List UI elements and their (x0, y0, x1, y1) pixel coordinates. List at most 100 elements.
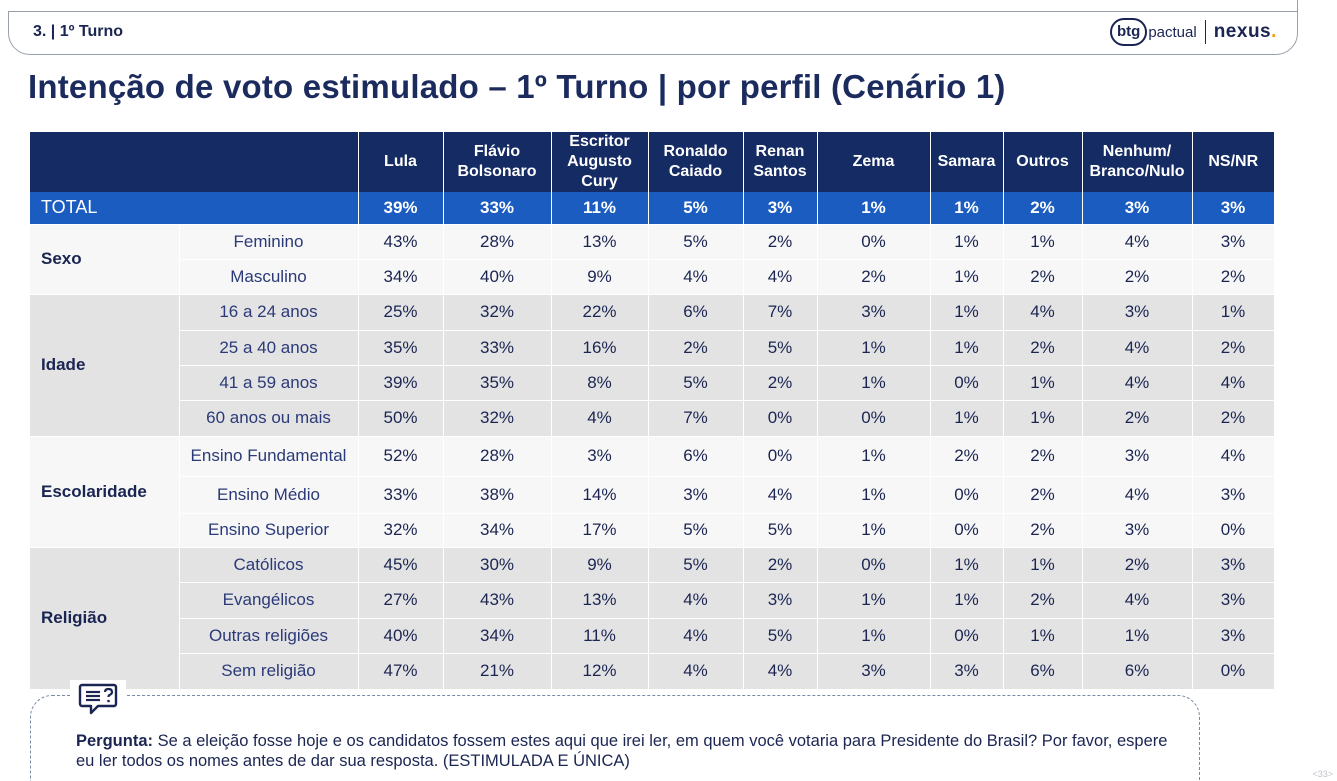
value-cell: 1% (817, 476, 931, 514)
value-cell: 1% (817, 513, 931, 548)
value-cell: 1% (1003, 365, 1083, 401)
value-cell: 22% (551, 294, 649, 331)
value-cell: 4% (1082, 582, 1193, 619)
value-cell: 1% (930, 547, 1004, 583)
page-number: <33> (1312, 769, 1333, 779)
value-cell: 47% (358, 653, 444, 690)
table-header-row: Lula Flávio Bolsonaro Escritor Augusto Cur… (30, 132, 1274, 192)
value-cell: 5% (648, 365, 744, 401)
value-cell: 4% (1082, 330, 1193, 366)
total-label: TOTAL (30, 192, 359, 225)
value-cell: 4% (648, 259, 744, 295)
value-cell: 1% (817, 365, 931, 401)
value-cell: 0% (1192, 513, 1275, 548)
value-cell: 2% (1082, 400, 1193, 437)
value-cell: 13% (551, 582, 649, 619)
value-cell: 0% (930, 618, 1004, 654)
total-cell: 3% (743, 192, 818, 225)
row-label: Católicos (179, 547, 359, 583)
row-label: Ensino Fundamental (179, 436, 359, 477)
table-row: Idade 16 a 24 anos 25% 32% 22% 6% 7% 3% 1% 4% 3% 1% (30, 294, 1275, 437)
value-cell: 3% (1192, 618, 1275, 654)
table-row: 25 a 40 anos 35% 33% 16% 2% 5% 1% 1% 2% 4% 2% (30, 330, 1275, 366)
row-label: 25 a 40 anos (179, 330, 359, 366)
value-cell: 4% (1192, 365, 1275, 401)
column-header: Samara (930, 132, 1004, 192)
table-row: Evangélicos 27% 43% 13% 4% 3% 1% 1% 2% 4% 3% (30, 582, 1275, 619)
page-title: Intenção de voto estimulado – 1º Turno |… (28, 68, 1006, 105)
value-cell: 3% (930, 653, 1004, 690)
value-cell: 2% (743, 547, 818, 583)
value-cell: 1% (1192, 294, 1275, 331)
value-cell: 1% (1003, 400, 1083, 437)
value-cell: 1% (930, 294, 1004, 331)
value-cell: 2% (1003, 436, 1083, 477)
value-cell: 33% (443, 330, 552, 366)
table-row: Masculino 34% 40% 9% 4% 4% 2% 1% 2% 2% 2% (30, 259, 1275, 295)
value-cell: 5% (743, 513, 818, 548)
section-tag: 3. | 1º Turno (33, 23, 124, 40)
value-cell: 2% (817, 259, 931, 295)
value-cell: 6% (1082, 653, 1193, 690)
column-header: Lula (358, 132, 444, 192)
value-cell: 5% (743, 618, 818, 654)
column-header: Nenhum/ Branco/Nulo (1082, 132, 1193, 192)
value-cell: 45% (358, 547, 444, 583)
value-cell: 3% (551, 436, 649, 477)
total-cell: 1% (930, 192, 1004, 225)
value-cell: 21% (443, 653, 552, 690)
table-row: Sem religião 47% 21% 12% 4% 4% 3% 3% 6% 6% 0% (30, 653, 1275, 690)
value-cell: 3% (743, 582, 818, 619)
question-chat-icon (70, 680, 126, 718)
value-cell: 5% (743, 330, 818, 366)
table-row: Ensino Superior 32% 34% 17% 5% 5% 1% 0% 2% 3% 0% (30, 513, 1275, 548)
group-label: Sexo (30, 224, 180, 295)
value-cell: 52% (358, 436, 444, 477)
value-cell: 1% (1082, 618, 1193, 654)
header-banner (8, 11, 1298, 55)
value-cell: 4% (1082, 476, 1193, 514)
value-cell: 1% (817, 582, 931, 619)
header-empty-cell (30, 132, 359, 192)
value-cell: 1% (1003, 547, 1083, 583)
value-cell: 1% (817, 436, 931, 477)
value-cell: 2% (1082, 259, 1193, 295)
value-cell: 40% (358, 618, 444, 654)
value-cell: 16% (551, 330, 649, 366)
value-cell: 3% (1082, 513, 1193, 548)
value-cell: 6% (1003, 653, 1083, 690)
value-cell: 2% (1192, 400, 1275, 437)
value-cell: 0% (817, 224, 931, 260)
value-cell: 3% (1192, 582, 1275, 619)
nexus-logo-text: nexus (1213, 21, 1272, 42)
value-cell: 28% (443, 436, 552, 477)
value-cell: 3% (1082, 294, 1193, 331)
question-box (30, 695, 1200, 781)
value-cell: 3% (1192, 476, 1275, 514)
value-cell: 9% (551, 259, 649, 295)
value-cell: 2% (1003, 476, 1083, 514)
table-row: Ensino Médio 33% 38% 14% 3% 4% 1% 0% 2% 4% 3% (30, 476, 1275, 514)
pactual-logo-text: pactual (1148, 23, 1197, 41)
value-cell: 43% (443, 582, 552, 619)
value-cell: 35% (443, 365, 552, 401)
value-cell: 6% (648, 294, 744, 331)
total-cell: 3% (1082, 192, 1193, 225)
value-cell: 1% (930, 330, 1004, 366)
total-cell: 39% (358, 192, 444, 225)
value-cell: 3% (1192, 224, 1275, 260)
value-cell: 5% (648, 224, 744, 260)
value-cell: 6% (648, 436, 744, 477)
value-cell: 4% (1082, 365, 1193, 401)
row-label: Masculino (179, 259, 359, 295)
total-cell: 1% (817, 192, 931, 225)
value-cell: 32% (443, 294, 552, 331)
value-cell: 0% (930, 513, 1004, 548)
value-cell: 1% (817, 618, 931, 654)
value-cell: 3% (817, 653, 931, 690)
table-row: Outras religiões 40% 34% 11% 4% 5% 1% 0% 1% 1% 3% (30, 618, 1275, 654)
value-cell: 25% (358, 294, 444, 331)
question-body: Se a eleição fosse hoje e os candidatos … (76, 732, 1168, 770)
value-cell: 4% (648, 582, 744, 619)
value-cell: 13% (551, 224, 649, 260)
